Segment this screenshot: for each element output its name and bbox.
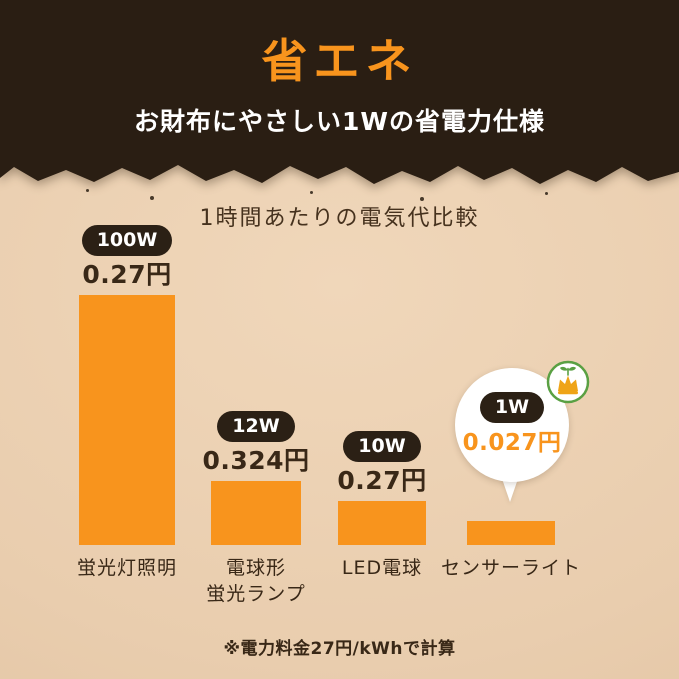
bar-label: 蛍光灯照明 <box>76 557 178 579</box>
torn-paper-speck <box>310 191 313 194</box>
cost-label-highlight: 0.027円 <box>462 430 562 457</box>
bar-label: LED電球 <box>341 557 423 579</box>
torn-paper-speck <box>545 192 548 195</box>
page-title: 省エネ <box>261 34 418 88</box>
torn-paper-speck <box>420 197 424 201</box>
bar-group-led: 10W 0.27円 LED電球 <box>337 431 427 579</box>
torn-paper-speck <box>150 196 154 200</box>
wattage-badge: 12W <box>217 411 295 442</box>
bar-fluorescent-light <box>79 295 175 545</box>
torn-paper-edge: 省エネ お財布にやさしい1Wの省電力仕様 <box>0 0 679 184</box>
footnote: ※電力料金27円/kWhで計算 <box>223 639 456 659</box>
chart-title: 1時間あたりの電気代比較 <box>199 206 480 231</box>
speech-bubble: 1W 0.027円 <box>455 368 569 482</box>
bar-cfl <box>211 481 301 545</box>
crown-sprout-icon <box>546 360 590 404</box>
bar-label: センサーライト <box>440 557 582 579</box>
page-subtitle: お財布にやさしい1Wの省電力仕様 <box>134 106 545 136</box>
wattage-badge: 100W <box>81 225 173 256</box>
bar-label: 電球形 蛍光ランプ <box>206 557 306 605</box>
bar-group-sensor-light: センサーライト <box>441 521 580 579</box>
cost-label: 0.324円 <box>202 446 310 475</box>
torn-paper-speck <box>86 189 89 192</box>
header-banner: 省エネ お財布にやさしい1Wの省電力仕様 <box>0 0 679 200</box>
bar-sensor-light <box>467 521 555 545</box>
wattage-badge: 10W <box>343 431 421 462</box>
bar-group-cfl: 12W 0.324円 電球形 蛍光ランプ <box>202 411 309 605</box>
cost-label: 0.27円 <box>337 466 427 495</box>
cost-label: 0.27円 <box>82 260 172 289</box>
bar-led <box>338 501 426 545</box>
wattage-badge: 1W <box>479 392 545 424</box>
bar-group-fluorescent-light: 100W 0.27円 蛍光灯照明 <box>77 225 176 579</box>
